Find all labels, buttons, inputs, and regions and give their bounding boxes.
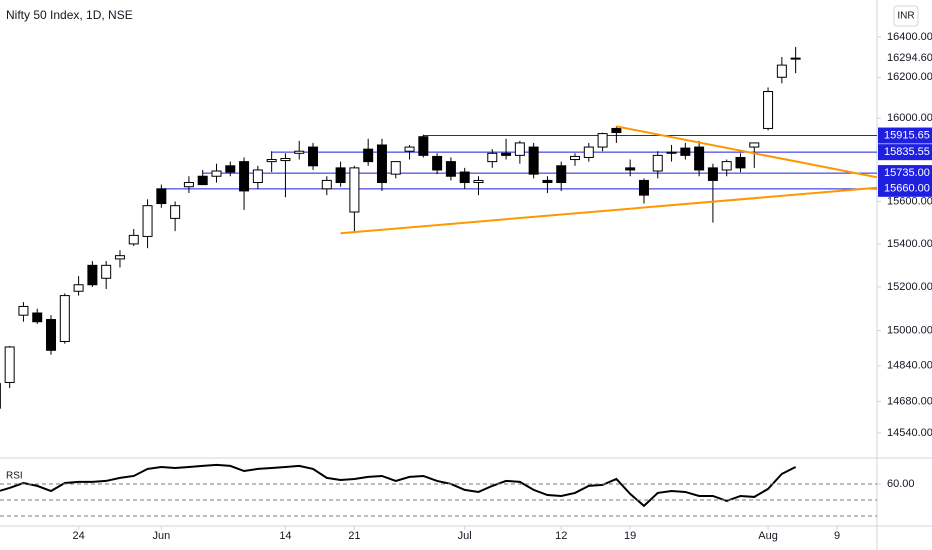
candle-body: [87, 264, 98, 286]
candle-body: [404, 146, 415, 152]
candle-body: [4, 346, 15, 383]
level-label: 15835.55: [884, 146, 930, 158]
candle-body: [114, 255, 125, 260]
candle-body: [432, 155, 443, 171]
candle-body: [156, 188, 167, 205]
candle-body: [349, 167, 360, 213]
candle-body: [18, 305, 29, 316]
candle-body: [170, 205, 181, 219]
candle-body: [514, 142, 525, 156]
y-tick-label: 16200.00: [887, 71, 932, 83]
y-tick-label: 16000.00: [887, 112, 932, 124]
candle-body: [473, 179, 484, 184]
x-tick-label: 19: [624, 530, 636, 542]
candle-body: [611, 127, 622, 134]
y-tick-label: 14540.00: [887, 427, 932, 439]
candle-body: [321, 179, 332, 190]
candle-body: [252, 169, 263, 184]
candle-body: [501, 152, 512, 156]
y-tick-label: 15200.00: [887, 281, 932, 293]
x-tick-label: Aug: [758, 530, 778, 542]
candle-body: [749, 142, 760, 148]
candle-body: [239, 161, 250, 192]
level-label-box: [878, 165, 932, 182]
plot-area: [0, 46, 877, 508]
candle-body: [376, 144, 387, 184]
x-tick-label: Jul: [458, 530, 472, 542]
candle-body: [666, 151, 677, 154]
y-tick-label: 15600.00: [887, 195, 932, 207]
candle-body: [142, 205, 153, 237]
y-tick-label: 16400.00: [887, 31, 932, 43]
candle-body: [680, 147, 691, 156]
x-tick-label: 12: [555, 530, 567, 542]
trend-line: [616, 125, 877, 179]
candle-body: [225, 165, 236, 173]
candle-body: [418, 136, 429, 156]
level-label: 15915.65: [884, 129, 930, 141]
candle-body: [266, 159, 277, 163]
y-tick-label: 15400.00: [887, 238, 932, 250]
candle-body: [707, 167, 718, 181]
x-tick-label: 24: [72, 530, 84, 542]
candle-body: [101, 264, 112, 279]
candle-body: [46, 319, 57, 351]
x-tick-label: 9: [834, 530, 840, 542]
candle-body: [776, 64, 787, 78]
candle-body: [638, 179, 649, 196]
y-tick-label: 14680.00: [887, 395, 932, 407]
candle-body: [694, 146, 705, 171]
candle-body: [183, 182, 194, 188]
candle-body: [487, 152, 498, 163]
candle-body: [528, 146, 539, 175]
chart-title: Nifty 50 Index, 1D, NSE: [6, 8, 133, 22]
candle-body: [790, 57, 801, 60]
candle-body: [542, 179, 553, 184]
level-label: 15660.00: [884, 183, 930, 195]
candle-body: [280, 157, 291, 162]
candle-body: [597, 133, 608, 148]
candle-body: [721, 161, 732, 171]
indicator-title: RSI: [6, 471, 23, 482]
trend-line: [340, 186, 877, 235]
candle-body: [445, 161, 456, 177]
candle-body: [763, 91, 774, 129]
level-label-box: [878, 127, 932, 144]
candle-body: [459, 171, 470, 184]
level-label-box: [878, 144, 932, 161]
candle-body: [32, 312, 43, 323]
candle-body: [570, 155, 581, 161]
candle-body: [363, 148, 374, 163]
y-tick-label: 60.00: [887, 478, 915, 490]
x-tick-label: 21: [348, 530, 360, 542]
last-price-label: 16294.60: [887, 52, 932, 64]
x-tick-label: Jun: [152, 530, 170, 542]
level-label-box: [878, 180, 932, 197]
rsi-line: [0, 463, 797, 508]
candle-body: [308, 146, 319, 167]
candle-body: [197, 175, 208, 186]
candle-body: [556, 165, 567, 184]
candle-body: [390, 161, 401, 175]
candle-body: [73, 284, 84, 292]
y-tick-label: 15000.00: [887, 324, 932, 336]
candle-body: [583, 146, 594, 158]
candle-body: [652, 154, 663, 172]
x-tick-label: 14: [279, 530, 291, 542]
candle-body: [735, 156, 746, 169]
candle-body: [59, 295, 70, 342]
candle-body: [128, 234, 139, 245]
level-label: 15735.00: [884, 167, 930, 179]
currency: INR: [897, 11, 914, 22]
candle-body: [625, 167, 636, 171]
candle-body: [335, 167, 346, 184]
currency-box[interactable]: [893, 5, 919, 27]
candle-body: [211, 170, 222, 177]
y-tick-label: 14840.00: [887, 360, 932, 372]
candle-body: [294, 150, 305, 154]
